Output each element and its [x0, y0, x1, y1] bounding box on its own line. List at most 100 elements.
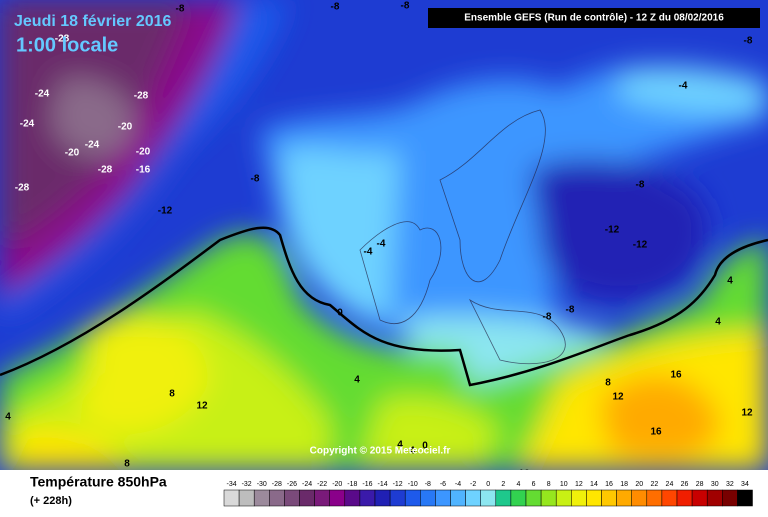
- contour-label: 16: [518, 469, 530, 480]
- contour-label: 12: [612, 392, 624, 403]
- scale-label: -12: [393, 481, 403, 488]
- scale-swatch: [389, 489, 406, 507]
- contour-label: -20: [136, 147, 151, 158]
- scale-label: 4: [516, 481, 520, 488]
- scale-swatch: [691, 489, 708, 507]
- scale-label: -6: [440, 481, 446, 488]
- scale-label: 26: [681, 481, 689, 488]
- contour-label: -8: [176, 4, 185, 15]
- scale-label: 16: [605, 481, 613, 488]
- scale-label: 10: [560, 481, 568, 488]
- scale-swatch: [495, 489, 512, 507]
- scale-label: 6: [532, 481, 536, 488]
- scale-swatch: [661, 489, 678, 507]
- scale-label: 2: [501, 481, 505, 488]
- scale-label: 28: [696, 481, 704, 488]
- scale-swatch: [616, 489, 632, 507]
- scale-swatch: [571, 489, 587, 507]
- scale-swatch: [525, 489, 542, 507]
- scale-label: 22: [650, 481, 658, 488]
- scale-label: -8: [425, 481, 431, 488]
- contour-label: -12: [633, 240, 648, 251]
- zero-isotherm: [0, 226, 768, 387]
- scale-swatch: [540, 489, 557, 507]
- scale-swatch: [631, 489, 648, 507]
- contour-label: -8: [543, 312, 552, 323]
- coastlines: [359, 109, 566, 365]
- scale-label: 24: [666, 481, 674, 488]
- scale-swatch: [435, 489, 451, 507]
- scale-swatch: [344, 489, 361, 507]
- contour-label: -8: [401, 1, 410, 12]
- contour-label: -8: [636, 180, 645, 191]
- scale-swatch: [555, 489, 572, 507]
- contour-label: -12: [605, 225, 620, 236]
- scale-swatch: [450, 489, 466, 507]
- scale-label: -26: [287, 481, 297, 488]
- scale-swatch: [420, 489, 436, 507]
- scale-label: -30: [257, 481, 267, 488]
- contour-label: 16: [650, 427, 662, 438]
- scale-label: 14: [590, 481, 598, 488]
- scale-label: -4: [455, 481, 461, 488]
- run-info: Ensemble GEFS (Run de contrôle) - 12 Z d…: [464, 13, 724, 24]
- scale-label: 0: [486, 481, 490, 488]
- scale-swatch: [722, 489, 738, 507]
- contour-label: 4: [5, 412, 11, 423]
- scale-swatch: [299, 489, 315, 507]
- contour-label: 8: [169, 389, 175, 400]
- scale-swatch: [465, 489, 481, 507]
- scale-label: 8: [547, 481, 551, 488]
- lead-time: (+ 228h): [30, 495, 72, 507]
- scale-label: -14: [377, 481, 387, 488]
- contour-label: 0: [422, 441, 428, 452]
- contour-label: 0: [337, 308, 343, 319]
- contour-label: -4: [377, 239, 386, 250]
- copyright: Copyright © 2015 Meteociel.fr: [310, 446, 451, 457]
- contour-label: 4: [397, 440, 403, 451]
- scale-label: 12: [575, 481, 583, 488]
- scale-label: -32: [242, 481, 252, 488]
- contour-label: -8: [331, 2, 340, 13]
- contour-label: 16: [670, 370, 682, 381]
- scale-swatch: [737, 489, 753, 507]
- scale-label: -16: [362, 481, 372, 488]
- scale-swatch: [510, 489, 527, 507]
- scale-label: -22: [317, 481, 327, 488]
- scale-swatch: [480, 489, 497, 507]
- scale-label: -18: [347, 481, 357, 488]
- contour-label: -8: [566, 305, 575, 316]
- scale-label: 18: [620, 481, 628, 488]
- scale-swatch: [253, 489, 270, 507]
- contour-label: -8: [251, 174, 260, 185]
- scale-swatch: [601, 489, 617, 507]
- contour-label: -28: [134, 91, 149, 102]
- scale-swatch: [284, 489, 300, 507]
- contour-label: -24: [20, 119, 35, 130]
- scale-label: 20: [635, 481, 643, 488]
- scale-swatch: [329, 489, 346, 507]
- contour-label: 4: [354, 375, 360, 386]
- run-banner: [428, 8, 760, 28]
- scale-label: -34: [226, 481, 236, 488]
- scale-label: 32: [726, 481, 734, 488]
- contour-label: -12: [158, 206, 173, 217]
- scale-label: -2: [470, 481, 476, 488]
- contour-label: 8: [605, 378, 611, 389]
- legend-title: Température 850hPa: [30, 474, 167, 490]
- scale-label: 34: [741, 481, 749, 488]
- scale-label: -28: [272, 481, 282, 488]
- scale-swatch: [676, 489, 693, 507]
- scale-label: -24: [302, 481, 312, 488]
- contour-label: -24: [85, 140, 100, 151]
- scale-label: -20: [332, 481, 342, 488]
- contour-labels: -8 -8 -8 -8 -28 -24 -28 -24 -20 -24 -20 -20 -28 -16 -2…: [5, 1, 753, 480]
- date: Jeudi 18 février 2016: [14, 13, 172, 30]
- scale-swatch: [586, 489, 602, 507]
- contour-label: -4: [679, 81, 688, 92]
- scale-label: -10: [408, 481, 418, 488]
- contour-label: 4: [715, 317, 721, 328]
- contour-label: -16: [136, 165, 151, 176]
- contour-label: 4: [409, 446, 415, 457]
